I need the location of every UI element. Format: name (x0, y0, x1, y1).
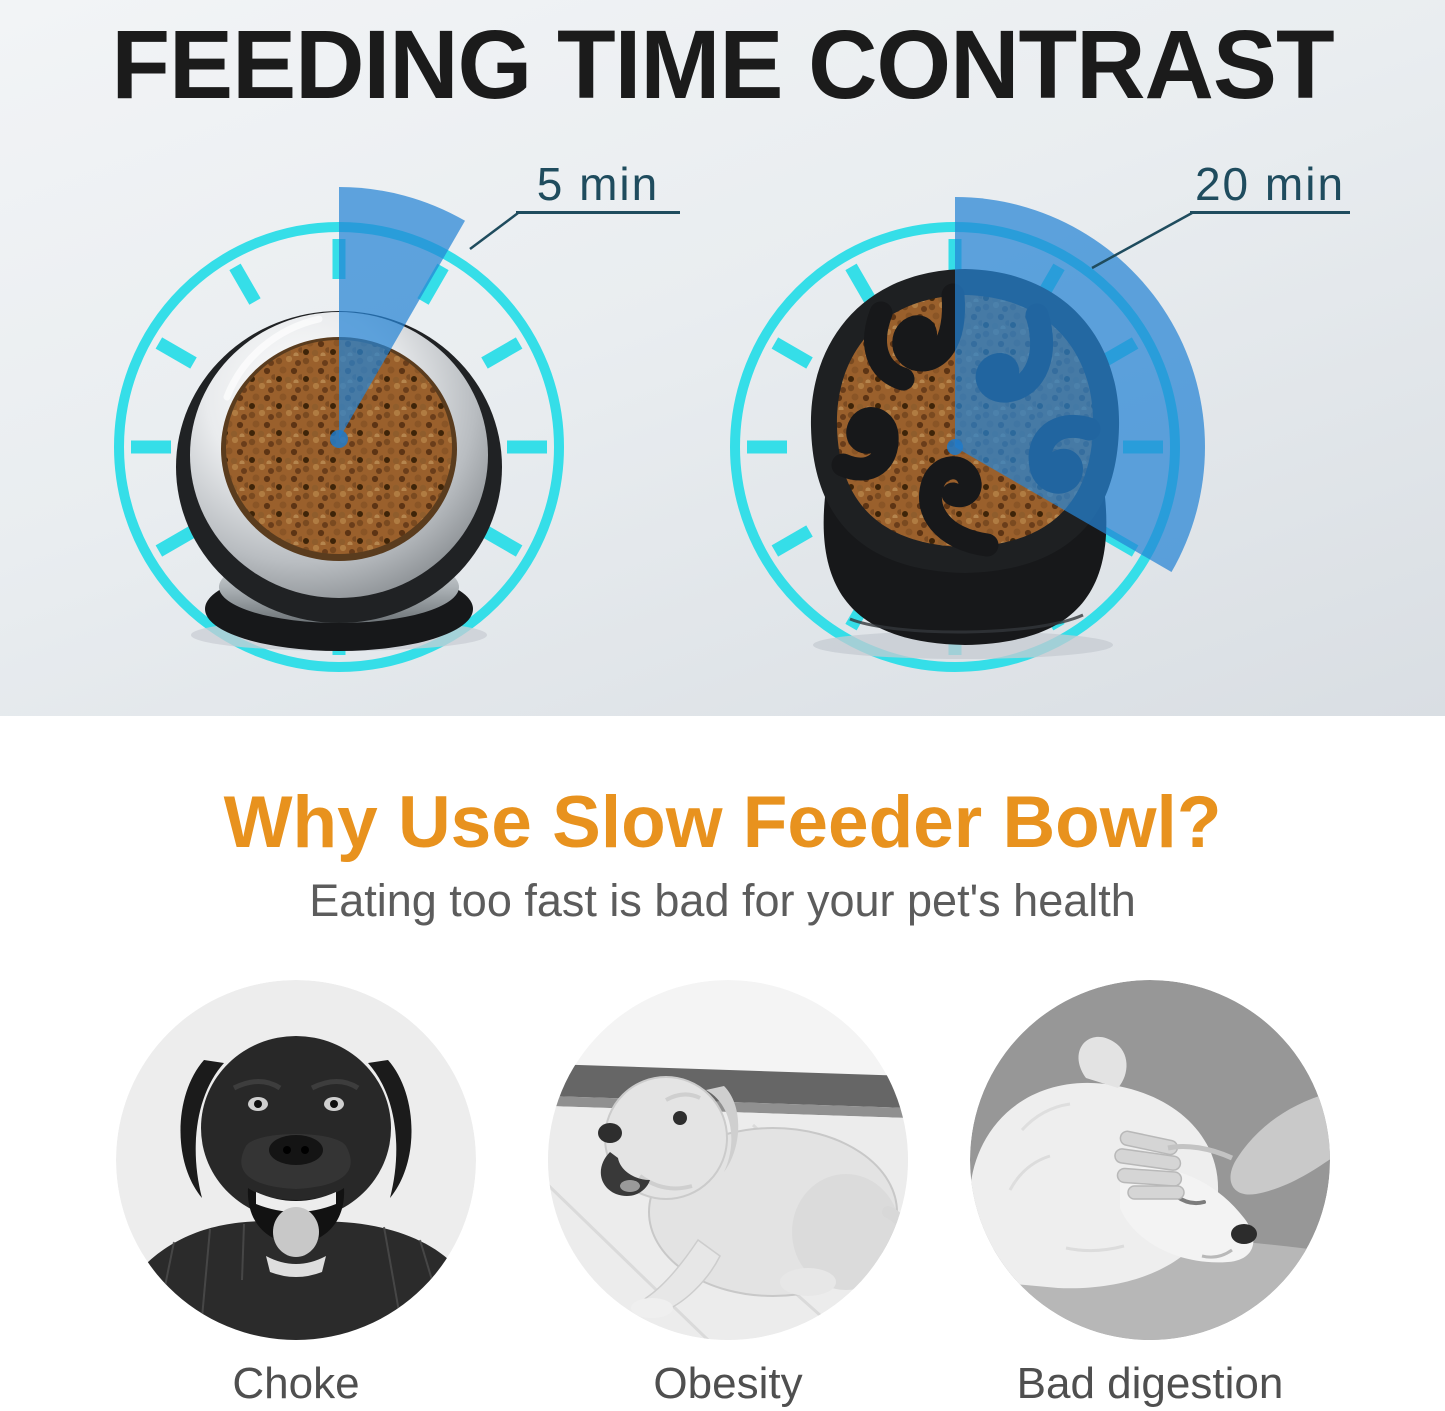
fast-eating-clock-icon (114, 187, 564, 672)
sick-dog-petting-illustration (970, 980, 1330, 1340)
choking-dog-illustration (116, 980, 476, 1340)
wedge-tip-dot (330, 430, 348, 448)
feeding-time-contrast-section: FEEDING TIME CONTRAST (0, 0, 1445, 716)
page-title: FEEDING TIME CONTRAST (111, 10, 1334, 119)
why-heading: Why Use Slow Feeder Bowl? (223, 782, 1222, 863)
clock-ticks (131, 239, 547, 655)
time-wedge-5min (339, 187, 465, 439)
why-use-section: Why Use Slow Feeder Bowl? Eating too fas… (0, 716, 1445, 1411)
issue-photo-choke (116, 980, 476, 1340)
time-label-fast: 5 min (516, 160, 680, 214)
wedge-tip-dot (947, 439, 963, 455)
time-label-slow: 20 min (1190, 160, 1350, 214)
issue-photo-obesity (548, 980, 908, 1340)
obese-dog-illustration (548, 980, 908, 1340)
issue-caption-obesity: Obesity (653, 1359, 803, 1408)
why-subheading: Eating too fast is bad for your pet's he… (309, 875, 1136, 926)
issue-photo-bad-digestion (970, 980, 1330, 1340)
time-wedge-20min (955, 197, 1205, 572)
issue-caption-bad-digestion: Bad digestion (1016, 1359, 1284, 1408)
slow-eating-clock-icon (730, 197, 1205, 672)
issue-caption-choke: Choke (232, 1359, 360, 1408)
